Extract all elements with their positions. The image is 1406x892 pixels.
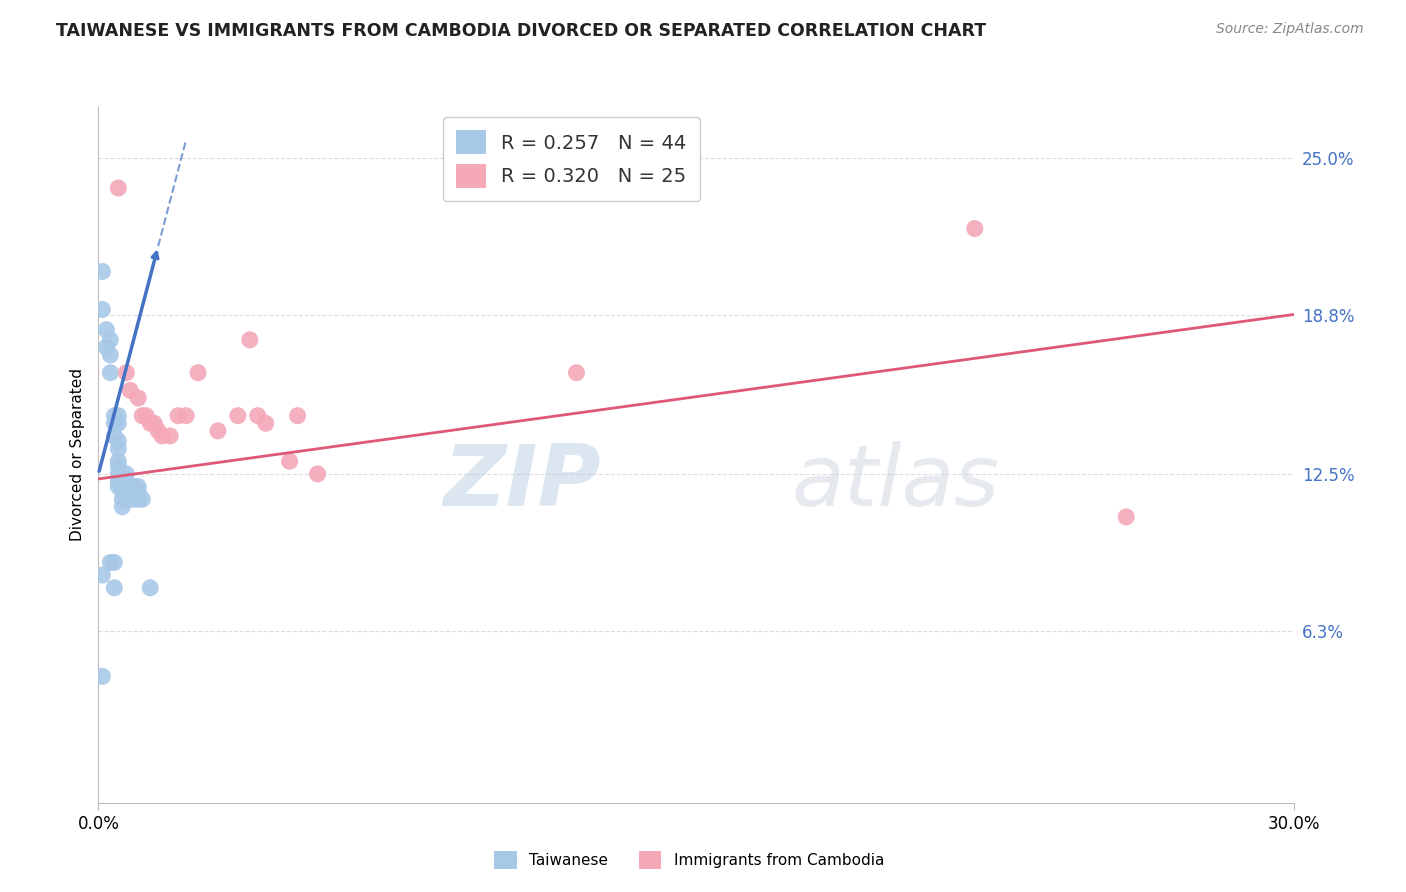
Point bbox=[278, 454, 301, 468]
Text: TAIWANESE VS IMMIGRANTS FROM CAMBODIA DIVORCED OR SEPARATED CORRELATION CHART: TAIWANESE VS IMMIGRANTS FROM CAMBODIA DI… bbox=[56, 22, 987, 40]
Point bbox=[239, 333, 262, 347]
Point bbox=[148, 424, 170, 438]
Point bbox=[139, 417, 162, 431]
Point bbox=[120, 384, 142, 398]
Point bbox=[131, 492, 153, 507]
Point bbox=[174, 409, 197, 423]
Point bbox=[1115, 509, 1137, 524]
Point bbox=[254, 417, 277, 431]
Point bbox=[96, 323, 118, 337]
Text: ZIP: ZIP bbox=[443, 442, 600, 524]
Point bbox=[120, 492, 142, 507]
Point bbox=[107, 467, 129, 481]
Point bbox=[120, 479, 142, 493]
Point bbox=[127, 484, 149, 499]
Point bbox=[135, 409, 157, 423]
Point bbox=[111, 479, 134, 493]
Point bbox=[120, 484, 142, 499]
Point bbox=[91, 568, 114, 582]
Point bbox=[96, 340, 118, 354]
Point bbox=[115, 475, 138, 489]
Text: Source: ZipAtlas.com: Source: ZipAtlas.com bbox=[1216, 22, 1364, 37]
Point bbox=[115, 492, 138, 507]
Point bbox=[107, 434, 129, 448]
Point bbox=[150, 429, 173, 443]
Point bbox=[107, 475, 129, 489]
Point bbox=[111, 500, 134, 514]
Point bbox=[100, 556, 122, 570]
Point bbox=[127, 479, 149, 493]
Point bbox=[103, 417, 125, 431]
Legend: R = 0.257   N = 44, R = 0.320   N = 25: R = 0.257 N = 44, R = 0.320 N = 25 bbox=[443, 117, 700, 202]
Point bbox=[246, 409, 269, 423]
Point bbox=[139, 581, 162, 595]
Point bbox=[307, 467, 329, 481]
Point bbox=[963, 221, 986, 235]
Point bbox=[565, 366, 588, 380]
Point bbox=[107, 417, 129, 431]
Point bbox=[103, 429, 125, 443]
Point bbox=[91, 302, 114, 317]
Point bbox=[107, 459, 129, 474]
Point bbox=[111, 492, 134, 507]
Point bbox=[187, 366, 209, 380]
Point bbox=[127, 492, 149, 507]
Point bbox=[127, 391, 149, 405]
Point bbox=[100, 348, 122, 362]
Point bbox=[111, 484, 134, 499]
Point bbox=[115, 366, 138, 380]
Point bbox=[115, 467, 138, 481]
Point bbox=[100, 333, 122, 347]
Point bbox=[124, 479, 146, 493]
Point bbox=[226, 409, 249, 423]
Point bbox=[167, 409, 190, 423]
Point bbox=[91, 669, 114, 683]
Legend: Taiwanese, Immigrants from Cambodia: Taiwanese, Immigrants from Cambodia bbox=[488, 845, 890, 875]
Point bbox=[107, 442, 129, 456]
Y-axis label: Divorced or Separated: Divorced or Separated bbox=[69, 368, 84, 541]
Point bbox=[115, 484, 138, 499]
Point bbox=[107, 409, 129, 423]
Point bbox=[143, 417, 166, 431]
Point bbox=[111, 467, 134, 481]
Point bbox=[107, 479, 129, 493]
Point bbox=[100, 366, 122, 380]
Point bbox=[103, 581, 125, 595]
Point bbox=[107, 181, 129, 195]
Point bbox=[107, 454, 129, 468]
Text: atlas: atlas bbox=[792, 442, 1000, 524]
Point bbox=[91, 264, 114, 278]
Point bbox=[131, 409, 153, 423]
Point bbox=[287, 409, 309, 423]
Point bbox=[103, 409, 125, 423]
Point bbox=[111, 475, 134, 489]
Point bbox=[124, 492, 146, 507]
Point bbox=[159, 429, 181, 443]
Point bbox=[207, 424, 229, 438]
Point bbox=[103, 556, 125, 570]
